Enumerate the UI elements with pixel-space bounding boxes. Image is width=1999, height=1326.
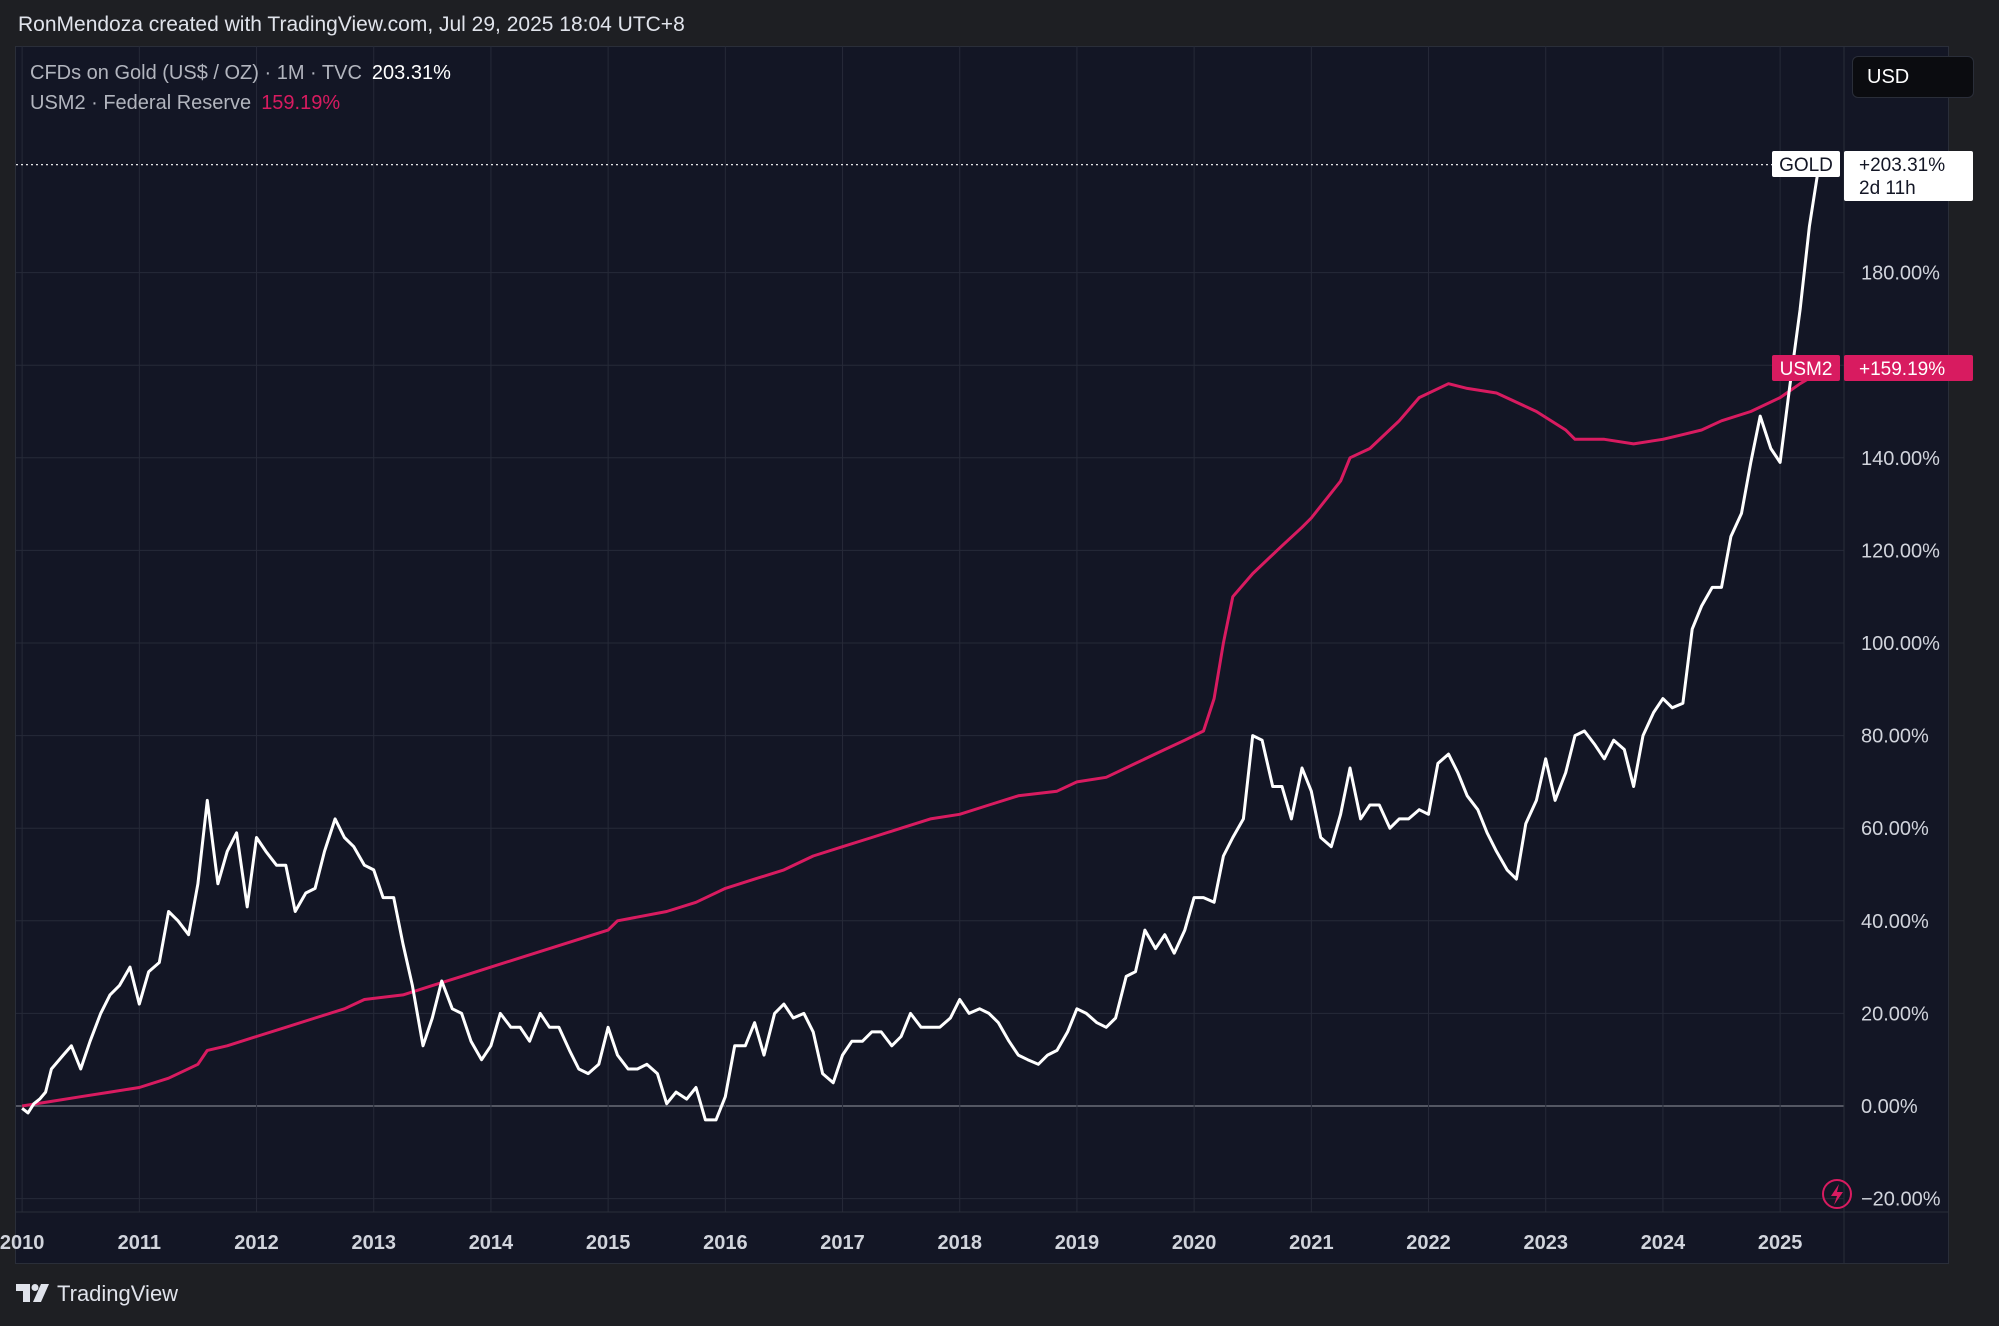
legend-gold-label: CFDs on Gold (US$ / OZ) · 1M · TVC [30,62,362,84]
x-tick-label: 2016 [703,1232,748,1254]
m2-value-box [1844,355,1973,381]
legend-gold-value: 203.31% [371,62,451,84]
y-tick-label: 20.00% [1861,1003,1929,1025]
legend-m2[interactable]: USM2 · Federal Reserve 159.19% [30,92,340,115]
x-tick-label: 2013 [351,1232,396,1254]
y-tick-label: 40.00% [1861,911,1929,933]
axes: 180.00% 140.00% 120.00% 100.00% 80.00% 60.00%… [0,46,1948,1264]
y-tick-label: 80.00% [1861,726,1929,748]
x-tick-label: 2015 [586,1232,631,1254]
series-line-gold [21,163,1826,1122]
x-tick-label: 2019 [1055,1232,1100,1254]
x-tick-label: 2010 [0,1232,44,1254]
x-tick-label: 2011 [118,1232,161,1254]
y-tick-label: 100.00% [1861,633,1940,655]
attribution-text: RonMendoza created with TradingView.com,… [18,13,685,36]
y-tick-label: 120.00% [1861,540,1940,562]
x-tick-label: 2023 [1523,1232,1568,1254]
chart-svg[interactable]: 180.00% 140.00% 120.00% 100.00% 80.00% 60.00%… [0,0,1999,1264]
x-tick-label: 2014 [469,1232,514,1254]
gold-tag-box [1772,151,1840,177]
grid [16,46,1844,1212]
y-tick-label: 180.00% [1861,263,1940,285]
y-tick-label: 60.00% [1861,818,1929,840]
bolt-icon[interactable] [1822,1179,1852,1209]
x-tick-label: 2020 [1172,1232,1217,1254]
gold-tag-value: +203.31% [1859,155,1945,176]
x-tick-label: 2025 [1758,1232,1803,1254]
x-tick-label: 2024 [1641,1232,1686,1254]
series-layer [16,163,1826,1122]
m2-tag-name: USM2 [1780,359,1833,380]
top-bar: RonMendoza created with TradingView.com,… [0,0,1999,46]
tradingview-brand[interactable]: TradingView [57,1281,179,1306]
currency-button[interactable]: USD [1852,56,1974,98]
y-tick-label: 0.00% [1861,1096,1918,1118]
gold-value-box [1844,151,1973,201]
price-tags: GOLD +203.31% 2d 11h USM2 +159.19% [1772,151,1973,381]
tradingview-logo-icon[interactable] [16,1282,52,1304]
legend-gold[interactable]: CFDs on Gold (US$ / OZ) · 1M · TVC 203.31… [30,62,451,85]
chart-frame[interactable] [15,46,1949,1264]
y-tick-label: −20.00% [1861,1189,1941,1211]
gold-tag-countdown: 2d 11h [1859,178,1916,199]
gold-tag-name: GOLD [1779,155,1833,176]
x-tick-label: 2022 [1406,1232,1451,1254]
x-tick-label: 2017 [820,1232,865,1254]
y-tick-label: 140.00% [1861,448,1940,470]
m2-tag-box [1772,355,1840,381]
x-tick-label: 2018 [937,1232,982,1254]
legend-m2-value: 159.19% [261,92,341,114]
x-tick-label: 2021 [1289,1232,1334,1254]
series-line-usm2 [21,367,1826,1108]
x-tick-label: 2012 [234,1232,279,1254]
legend-m2-label: USM2 · Federal Reserve [30,92,252,114]
m2-tag-value: +159.19% [1859,359,1945,380]
footer: TradingView [0,1264,1999,1326]
